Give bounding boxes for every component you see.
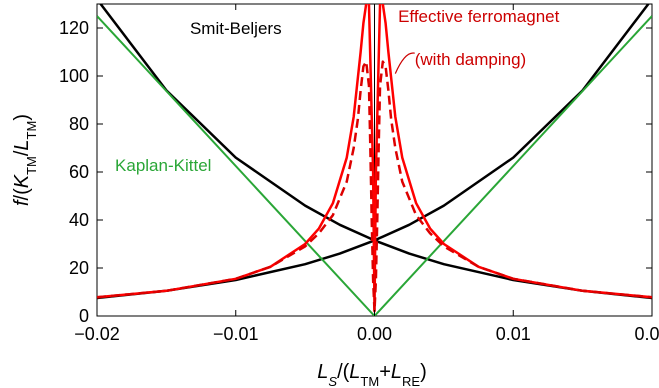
y-tick-label: 0	[79, 306, 89, 326]
x-tick-label: 0.02	[634, 324, 659, 344]
annotations-layer: Smit-Beljers Kaplan-Kittel Effective ferro…	[115, 7, 560, 175]
axis-title-part: L	[391, 361, 402, 383]
annotation-label: Kaplan-Kittel	[115, 156, 211, 175]
series-layer	[97, 4, 652, 316]
annotation-label: Effective ferromagnet	[398, 7, 560, 26]
axis-title-part: /(	[337, 361, 350, 383]
x-tick-label: −0.01	[213, 324, 259, 344]
axis-title-part: L	[11, 139, 33, 150]
axis-title-part: /(	[11, 188, 33, 201]
annotation-leader	[394, 52, 415, 74]
x-axis-title: LS/(LTM+LRE)	[317, 361, 426, 388]
axis-title-part: TM	[24, 156, 39, 175]
x-tick-label: 0.01	[496, 324, 531, 344]
y-tick-label: 20	[69, 258, 89, 278]
axis-title-part: )	[11, 114, 33, 121]
y-tick-label: 100	[59, 66, 89, 86]
axis-title-part: TM	[24, 121, 39, 140]
series-effective-ferromagnet-damped	[97, 60, 652, 313]
series-effective-ferromagnet-right	[381, 4, 652, 299]
y-tick-label: 80	[69, 114, 89, 134]
y-tick-label: 120	[59, 18, 89, 38]
series-kaplan-kittel	[97, 15, 652, 316]
annotation-label: (with damping)	[415, 50, 527, 69]
axis-title-part: f	[11, 198, 33, 206]
axis-title-part: )	[420, 361, 427, 383]
axis-title-part: K	[11, 173, 33, 188]
annotation-label: Smit-Beljers	[190, 19, 282, 38]
x-tick-label: −0.02	[74, 324, 120, 344]
axis-title-part: L	[349, 361, 360, 383]
ticks-layer: −0.02 −0.01 0.00 0.01 0.02 0 20 40 60 80 100 120	[59, 4, 659, 344]
series-effective-ferromagnet-left	[97, 4, 368, 299]
y-tick-label: 40	[69, 210, 89, 230]
axis-title-part: +	[379, 361, 391, 383]
axis-title-part: RE	[402, 374, 420, 388]
y-tick-label: 60	[69, 162, 89, 182]
axis-title-part: S	[328, 374, 337, 388]
y-axis-title: f/(KTM/LTM)	[11, 114, 39, 206]
axis-title-part: TM	[360, 374, 379, 388]
x-tick-label: 0.00	[357, 324, 392, 344]
axis-title-part: L	[317, 361, 328, 383]
axis-title-part: /	[11, 150, 33, 156]
